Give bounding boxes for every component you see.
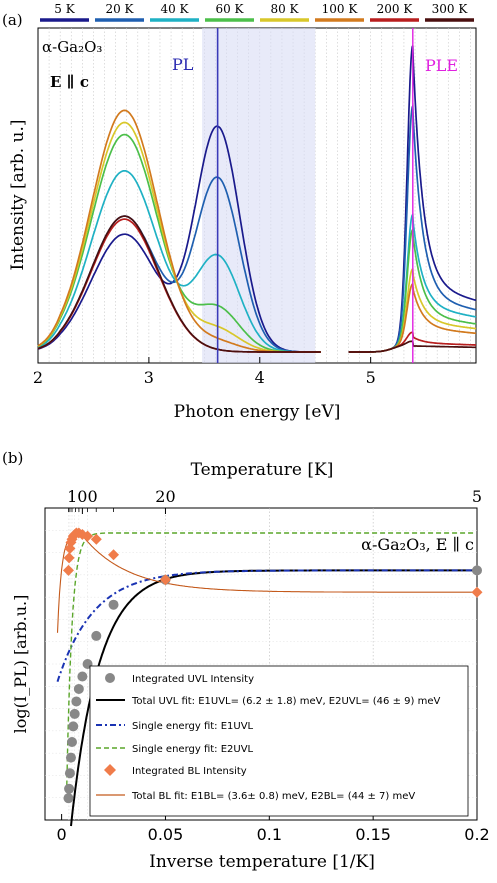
legend-uvl-marker: [105, 673, 115, 683]
bl-point: [471, 586, 483, 598]
bl-point: [159, 574, 171, 586]
legend-temp-label: 60 K: [215, 2, 244, 16]
legend-temp-label: 300 K: [432, 2, 469, 16]
uvl-point: [71, 696, 82, 707]
legend-single1-text: Single energy fit: E1UVL: [132, 721, 254, 732]
legend-temp-label: 80 K: [270, 2, 299, 16]
polarization-label: E ∥ c: [50, 73, 89, 91]
xtick-label: 4: [255, 368, 265, 387]
legend-box: [89, 665, 469, 817]
xtick-label: 0.05: [148, 825, 184, 844]
uvl-point: [77, 671, 88, 682]
legend-temp-label: 40 K: [160, 2, 189, 16]
panel-a-ylabel: Intensity [arb. u.]: [8, 119, 28, 270]
data-points: [62, 527, 483, 804]
bl-point: [90, 533, 102, 545]
uvl-point: [64, 783, 75, 794]
panel-b-legend: Integrated UVL Intensity Total UVL fit: …: [89, 665, 469, 817]
bl-point: [63, 552, 75, 564]
panel-a-label: (a): [2, 11, 23, 29]
single-energy-fit-1: [56, 569, 476, 683]
bl-point: [62, 564, 74, 576]
panel-b-label: (b): [2, 449, 23, 467]
uvl-point: [68, 721, 79, 732]
total-bl-fit: [56, 532, 476, 633]
panel-a: (a) 5 K 20 K 40 K 60 K 80 K 100 K 200 K 300 K 2…: [2, 2, 477, 422]
uvl-point: [108, 599, 119, 610]
uvl-point: [65, 752, 76, 763]
uvl-point: [472, 565, 482, 576]
top-tick-label: 5: [472, 487, 482, 506]
xtick-label: 0.1: [257, 825, 282, 844]
panel-b-xlabel: Inverse temperature [1/K]: [149, 852, 375, 872]
legend-uvl-text: Integrated UVL Intensity: [132, 674, 254, 685]
legend-temp-label: 100 K: [322, 2, 359, 16]
panel-b-xticks: 0 0.05 0.1 0.15 0.2: [57, 814, 490, 844]
pl-curve-300K: [37, 215, 321, 353]
panel-a-xlabel: Photon energy [eV]: [174, 402, 341, 422]
legend-single2-text: Single energy fit: E2UVL: [132, 744, 254, 755]
legend-total-bl-text: Total BL fit: E1BL= (3.6± 0.8) meV, E2BL…: [131, 791, 415, 802]
uvl-point: [67, 737, 77, 747]
legend-bl-marker: [104, 764, 116, 776]
legend-temp-label: 20 K: [105, 2, 134, 16]
top-axis-ticks: 100 20 5: [67, 487, 482, 514]
top-tick-label: 20: [155, 487, 175, 506]
top-tick-label: 100: [67, 487, 98, 506]
uvl-point: [69, 708, 80, 719]
xtick-label: 0.15: [355, 825, 391, 844]
temperature-legend: 5 K 20 K 40 K 60 K 80 K 100 K 200 K 300 K: [40, 2, 474, 22]
xtick-label: 0.2: [464, 825, 489, 844]
material-label: α-Ga₂O₃: [42, 38, 102, 56]
panel-b: (b) Temperature [K] 100 20 5 0 0.05 0.1 0.15 0…: [2, 449, 490, 872]
legend-temp-label: 200 K: [377, 2, 414, 16]
pl-curve-5K: [37, 125, 321, 353]
xtick-label: 5: [366, 368, 376, 387]
bl-point: [82, 530, 94, 542]
uvl-point: [64, 768, 75, 779]
bl-point: [108, 549, 120, 561]
top-axis-label: Temperature [K]: [191, 460, 334, 480]
uvl-point: [73, 683, 84, 694]
uvl-point: [91, 630, 102, 641]
xtick-label: 3: [144, 368, 154, 387]
pl-label: PL: [172, 55, 194, 74]
panel-a-xticks: 2 3 4 5: [33, 357, 376, 387]
panel-b-material-label: α-Ga₂O₃, E ∥ c: [361, 535, 474, 554]
ple-label: PLE: [425, 56, 458, 75]
pl-curve-40K: [37, 169, 321, 353]
legend-temp-label: 5 K: [54, 2, 75, 16]
xtick-label: 0: [57, 825, 67, 844]
xtick-label: 2: [33, 368, 43, 387]
panel-b-ylabel: log(I_PL) [arb.u.]: [11, 595, 30, 734]
legend-total-uvl-text: Total UVL fit: E1UVL= (6.2 ± 1.8) meV, E…: [131, 696, 440, 707]
single-energy-fit-2: [66, 532, 476, 786]
legend-bl-text: Integrated BL Intensity: [132, 766, 247, 777]
uvl-point: [63, 793, 74, 804]
fit-curves: [56, 532, 476, 827]
